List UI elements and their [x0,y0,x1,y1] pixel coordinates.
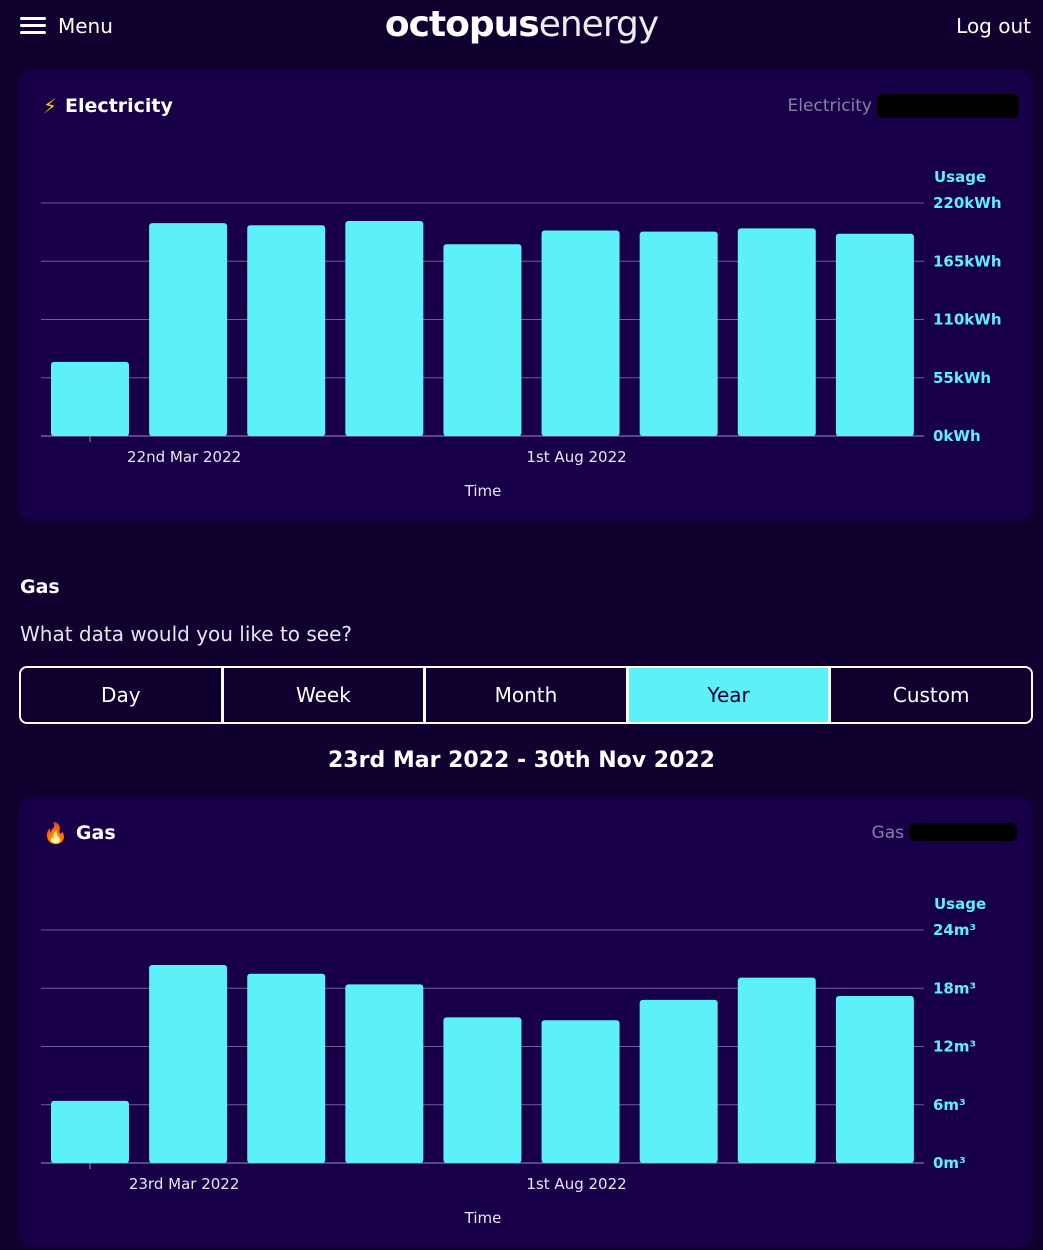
bar [51,1100,129,1163]
x-tick-label: 23rd Mar 2022 [129,1175,240,1193]
app-header: Menu octopusenergy Log out [0,0,1043,58]
tab-day[interactable]: Day [21,668,224,722]
bar [247,973,326,1163]
y-tick-label: 18m³ [933,979,976,997]
bar [345,984,424,1163]
gas-title-text: Gas [75,822,116,844]
y-tick-label: 0kWh [933,427,981,445]
gas-usage-chart: 0m³ 6m³ 12m³ 18m³ 24m³ Usage 23rd Mar 2022 1st … [41,895,986,1227]
bar [541,230,620,436]
y-tick-label: 0m³ [933,1154,966,1172]
bar [541,1020,620,1163]
gas-section-title: Gas [20,576,60,598]
y-tick-label: 220kWh [933,194,1002,212]
electricity-meter-label: Electricity [787,96,872,116]
logo-light-text: energy [538,4,659,45]
tab-custom[interactable]: Custom [831,668,1031,722]
tab-month[interactable]: Month [426,668,629,722]
flame-icon: 🔥 [43,821,68,845]
bar [149,223,228,436]
gas-card: 🔥 Gas Gas 0m³ 6m³ 12m³ 18m³ 24m³ Usage 23rd Ma… [19,797,1032,1247]
tab-year[interactable]: Year [628,668,832,722]
bar [443,244,522,436]
redacted-meter-id [877,94,1019,118]
y-tick-label: 24m³ [933,921,976,939]
y-tick-label: 12m³ [933,1038,976,1056]
bar [639,231,718,436]
logout-button[interactable]: Log out [956,14,1031,38]
bar [443,1017,522,1163]
y-axis-title: Usage [934,168,986,186]
bar [149,964,228,1163]
y-axis-title: Usage [934,895,986,913]
bar [247,225,326,436]
redacted-meter-id [909,823,1017,841]
y-tick-label: 165kWh [933,252,1002,270]
lightning-icon: ⚡ [43,94,58,118]
date-range: 23rd Mar 2022 - 30th Nov 2022 [327,748,715,773]
bar [737,977,816,1163]
bar [51,361,129,436]
bar [345,221,424,436]
electricity-card: ⚡ Electricity Electricity 0kWh 55kWh 110kW… [19,70,1032,520]
tab-week[interactable]: Week [223,668,427,722]
period-selector: Day Week Month Year Custom [19,666,1033,724]
bar [737,228,816,436]
menu-label: Menu [58,14,113,38]
gas-meter-label: Gas [871,823,904,843]
data-question: What data would you like to see? [20,622,353,646]
octopus-energy-logo[interactable]: octopusenergy [0,4,1043,45]
x-tick-label: 1st Aug 2022 [526,448,626,466]
x-axis-title: Time [464,1209,502,1227]
menu-button[interactable]: Menu [20,14,113,38]
x-tick-label: 1st Aug 2022 [526,1175,626,1193]
y-tick-label: 6m³ [933,1096,966,1114]
y-tick-label: 110kWh [933,311,1002,329]
electricity-title-text: Electricity [65,95,173,117]
hamburger-icon [20,17,46,35]
electricity-usage-chart: 0kWh 55kWh 110kWh 165kWh 220kWh Usage 22nd Mar… [41,168,1002,500]
bar [835,996,914,1163]
bar [835,233,914,436]
electricity-card-title: ⚡ Electricity [43,94,173,118]
x-axis-title: Time [464,482,502,500]
logo-bold-text: octopus [384,4,540,45]
y-tick-label: 55kWh [933,369,991,387]
gas-card-title: 🔥 Gas [43,821,116,845]
x-tick-label: 22nd Mar 2022 [127,448,241,466]
bar [639,999,718,1163]
